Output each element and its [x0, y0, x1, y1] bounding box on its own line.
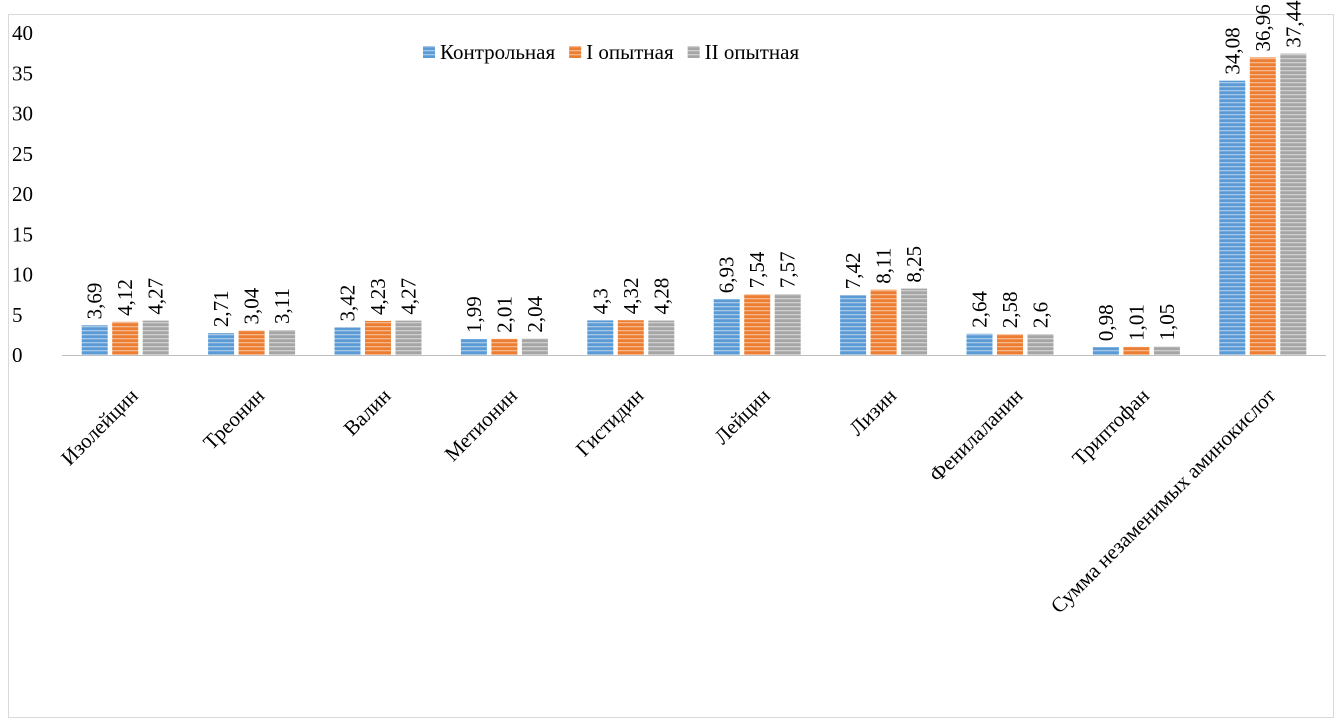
y-tick-label: 10 — [12, 263, 33, 287]
data-label: 1,99 — [462, 296, 486, 333]
data-label: 4,32 — [619, 277, 643, 314]
data-label: 2,01 — [492, 296, 516, 333]
bar — [840, 295, 867, 355]
bar — [238, 330, 265, 355]
bar — [966, 333, 993, 355]
data-label: 2,64 — [968, 291, 992, 328]
bar — [365, 320, 391, 355]
data-label: 4,23 — [366, 278, 390, 315]
data-label: 3,11 — [270, 288, 294, 324]
bar — [491, 338, 518, 355]
y-tick-label: 5 — [12, 303, 23, 327]
bar — [334, 327, 361, 355]
bar — [713, 299, 740, 355]
data-label: 4,27 — [397, 278, 421, 315]
data-label: 34,08 — [1220, 27, 1244, 74]
bar — [997, 334, 1023, 355]
bar — [521, 338, 548, 355]
data-label: 2,58 — [998, 291, 1022, 328]
data-label: 3,04 — [240, 287, 264, 324]
data-label: 0,98 — [1094, 304, 1118, 341]
data-label: 4,28 — [649, 278, 673, 315]
bar — [1280, 53, 1307, 356]
bar — [648, 320, 675, 355]
legend-swatch — [687, 46, 700, 58]
bar — [870, 289, 897, 355]
chart-frame — [8, 14, 1334, 718]
bar — [1153, 346, 1180, 355]
bar — [1249, 57, 1276, 355]
bar — [744, 294, 771, 355]
y-tick-label: 30 — [12, 102, 33, 126]
bar — [901, 288, 928, 355]
data-label: 7,57 — [776, 251, 800, 288]
bar — [208, 333, 235, 355]
legend: Контрольная I опытная II опытная — [423, 40, 799, 64]
data-label: 3,42 — [336, 285, 360, 322]
bar — [617, 320, 644, 355]
bar — [587, 320, 614, 355]
y-tick-label: 25 — [12, 142, 33, 166]
data-label: 4,27 — [144, 278, 168, 315]
data-label: 1,01 — [1124, 304, 1148, 341]
legend-label: II опытная — [705, 40, 800, 64]
y-tick-label: 20 — [12, 182, 33, 206]
data-label: 8,25 — [902, 246, 926, 283]
bar — [1092, 347, 1119, 355]
data-label: 1,05 — [1155, 304, 1179, 341]
data-label: 3,69 — [83, 283, 107, 320]
data-label: 8,11 — [872, 248, 896, 284]
data-label: 36,96 — [1251, 4, 1275, 51]
bar — [395, 320, 422, 355]
bars-layer — [81, 53, 1307, 356]
legend-label: I опытная — [586, 40, 674, 64]
legend-label: Контрольная — [440, 40, 555, 64]
bar — [1027, 334, 1054, 355]
data-label: 4,12 — [113, 279, 137, 316]
bar — [81, 325, 108, 355]
data-label: 7,54 — [745, 251, 769, 288]
data-label: 4,3 — [588, 288, 612, 314]
y-tick-label: 15 — [12, 222, 33, 246]
data-label: 2,04 — [523, 295, 547, 332]
bar — [460, 338, 487, 355]
y-tick-label: 35 — [12, 61, 33, 85]
legend-swatch — [569, 46, 582, 58]
data-label: 2,71 — [209, 290, 233, 327]
bar — [112, 321, 139, 355]
data-labels-layer: 3,69 4,12 4,27 2,71 3,04 3,11 3,42 4,23 4,27 1,99… — [83, 0, 1306, 341]
data-label: 37,44 — [1281, 0, 1305, 48]
bar — [142, 320, 169, 355]
bar — [269, 329, 296, 355]
legend-swatch — [423, 46, 435, 58]
data-label: 7,42 — [841, 253, 865, 290]
bar — [1123, 346, 1150, 355]
y-tick-label: 40 — [12, 21, 33, 45]
data-label: 6,93 — [715, 256, 739, 293]
data-label: 2,6 — [1029, 302, 1053, 328]
y-tick-label: 0 — [12, 343, 23, 367]
bar — [774, 294, 801, 355]
bar — [1219, 80, 1246, 355]
